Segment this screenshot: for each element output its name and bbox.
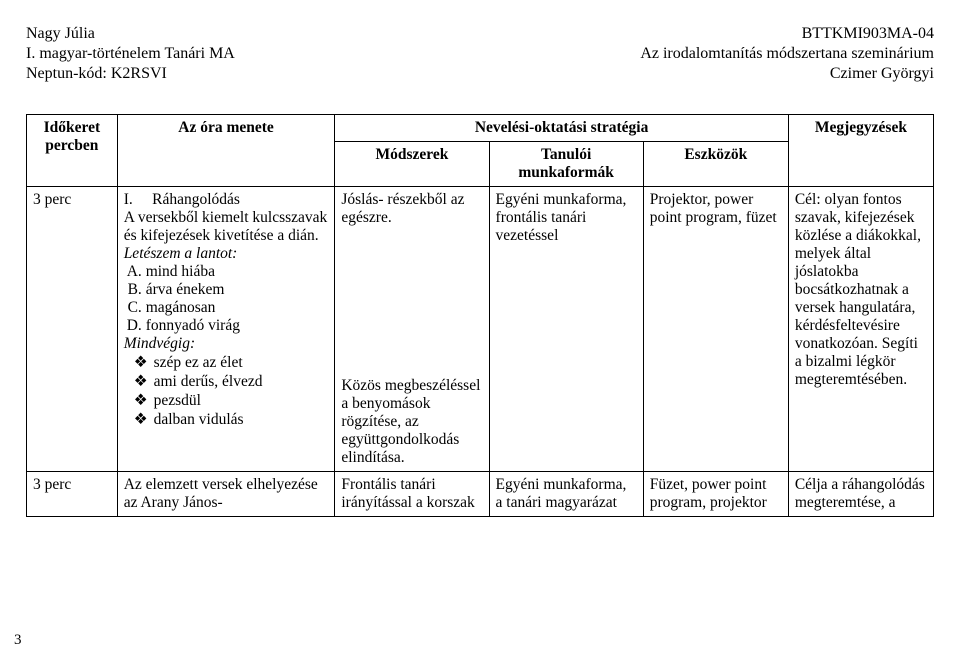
list-item: ami derűs, élvezd (134, 372, 329, 391)
cell-mod: Frontális tanári irányítással a korszak (335, 472, 489, 517)
list-item: pezsdül (134, 391, 329, 410)
course-title: Az irodalomtanítás módszertana szeminári… (640, 44, 934, 64)
course-code: BTTKMI903MA-04 (640, 24, 934, 44)
th-munka: Tanulói munkaformák (489, 142, 643, 187)
list-alpha: mind hiába árva énekem magánosan fonnyad… (124, 263, 329, 335)
roman: I. (124, 191, 133, 208)
cell-mod: Jóslás- részekből az egészre. Közös megb… (335, 187, 489, 472)
th-eszk: Eszközök (643, 142, 788, 187)
header: Nagy Júlia I. magyar-történelem Tanári M… (26, 24, 934, 84)
text: Közös megbeszéléssel a benyomások rögzít… (341, 377, 482, 467)
list-item: fonnyadó virág (146, 317, 329, 335)
list-item: árva énekem (146, 281, 329, 299)
text: Jóslás- részekből az egészre. (341, 191, 482, 227)
list-item: dalban vidulás (134, 410, 329, 429)
th-mod: Módszerek (335, 142, 489, 187)
cell-munka: Egyéni munkaforma, frontális tanári veze… (489, 187, 643, 472)
table-row: 3 perc Az elemzett versek elhelyezése az… (27, 472, 934, 517)
cell-time: 3 perc (27, 472, 118, 517)
student-name: Nagy Júlia (26, 24, 235, 44)
th-menete: Az óra menete (117, 115, 335, 187)
cell-time: 3 perc (27, 187, 118, 472)
program: I. magyar-történelem Tanári MA (26, 44, 235, 64)
list-item: szép ez az élet (134, 353, 329, 372)
header-left: Nagy Júlia I. magyar-történelem Tanári M… (26, 24, 235, 84)
neptun-code: Neptun-kód: K2RSVI (26, 64, 235, 84)
cell-menete: I. Ráhangolódás A versekből kiemelt kulc… (117, 187, 335, 472)
lesson-plan-table: Időkeret percben Az óra menete Nevelési-… (26, 114, 934, 517)
table-head-row-1: Időkeret percben Az óra menete Nevelési-… (27, 115, 934, 142)
teacher-name: Czimer Györgyi (640, 64, 934, 84)
cell-meg: Cél: olyan fontos szavak, kifejezések kö… (788, 187, 933, 472)
cell-munka: Egyéni munkaforma, a tanári magyarázat (489, 472, 643, 517)
text: A versekből kiemelt kulcsszavak és kifej… (124, 209, 328, 244)
list-item: mind hiába (146, 263, 329, 281)
poem-title: Mindvégig: (124, 335, 195, 352)
cell-eszk: Füzet, power point program, projektor (643, 472, 788, 517)
cell-eszk: Projektor, power point program, füzet (643, 187, 788, 472)
table-row: 3 perc I. Ráhangolódás A versekből kieme… (27, 187, 934, 472)
list-clover: szép ez az élet ami derűs, élvezd pezsdü… (124, 353, 329, 429)
cell-meg: Célja a ráhangolódás megteremtése, a (788, 472, 933, 517)
cell-menete: Az elemzett versek elhelyezése az Arany … (117, 472, 335, 517)
poem-title: Letészem a lantot: (124, 245, 238, 262)
th-strategy: Nevelési-oktatási stratégia (335, 115, 788, 142)
header-right: BTTKMI903MA-04 Az irodalomtanítás módsze… (640, 24, 934, 84)
th-time: Időkeret percben (27, 115, 118, 187)
list-item: magánosan (146, 299, 329, 317)
section-title: Ráhangolódás (152, 191, 240, 208)
page-number: 3 (14, 632, 22, 649)
th-megj: Megjegyzések (788, 115, 933, 187)
